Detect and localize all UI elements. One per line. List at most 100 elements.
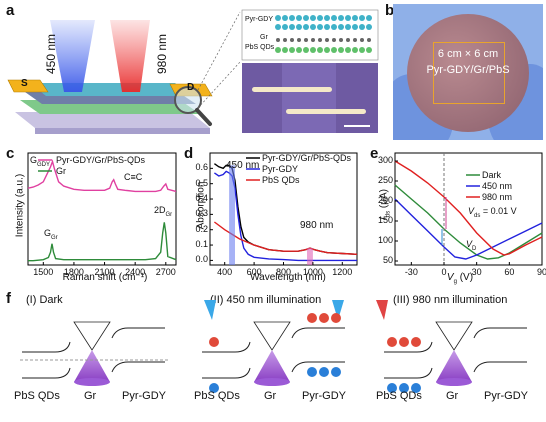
- xtick-label-d: 1200: [332, 267, 353, 277]
- graphene-atom: [339, 38, 343, 42]
- gdy-cb: [291, 327, 345, 339]
- label-pyrgdy: Pyr-GDY: [122, 390, 166, 402]
- gdy-atom: [303, 24, 309, 30]
- gdy-atom: [282, 15, 288, 21]
- dirac-cone-bottom: [254, 350, 290, 382]
- ytick-label-e: 100: [377, 235, 393, 245]
- gdy-atom: [282, 24, 288, 30]
- label-gr: Gr: [446, 390, 459, 402]
- pbs-atom: [289, 47, 295, 53]
- gdy-atom: [289, 24, 295, 30]
- panel-label-e: e: [370, 145, 379, 162]
- drain-label: D: [187, 82, 195, 93]
- gdy-atom: [310, 24, 316, 30]
- wafer-size-label: 6 cm × 6 cm: [437, 48, 499, 60]
- graphene-atom: [290, 38, 294, 42]
- hole-icon: [307, 367, 317, 377]
- absorption-chart: [209, 152, 358, 266]
- series-line-1: [28, 222, 177, 262]
- ytick-label-e: 200: [377, 195, 393, 205]
- gdy-atom: [317, 15, 323, 21]
- gdy-atom: [324, 15, 330, 21]
- band-450: [229, 165, 235, 265]
- electron-icon: [209, 337, 219, 347]
- electron-icon: [411, 337, 421, 347]
- pbs-atom: [303, 47, 309, 53]
- xtick-label-d: 600: [246, 267, 262, 277]
- blue-light-icon: [204, 300, 216, 320]
- graphene-atom: [276, 38, 280, 42]
- ytick-label-d: 0.2: [195, 223, 208, 234]
- gdy-atom: [275, 24, 281, 30]
- gdy-atom: [310, 15, 316, 21]
- hole-icon: [331, 367, 341, 377]
- xtick-label-e: -30: [404, 267, 418, 277]
- pbs-atom: [338, 47, 344, 53]
- device-micrograph: [242, 63, 378, 133]
- gdy-atom: [359, 15, 365, 21]
- xtick-label-c: 2400: [125, 267, 146, 277]
- pbs-atom: [296, 47, 302, 53]
- xtick-label-e: 90: [536, 267, 546, 277]
- graphene-atom: [325, 38, 329, 42]
- graphene-atom: [283, 38, 287, 42]
- xtick-label-e: 30: [471, 267, 482, 277]
- hole-icon: [209, 383, 219, 393]
- pbs-atom: [352, 47, 358, 53]
- layer-structure-inset: [241, 9, 379, 61]
- legend-e-1: 450 nm: [482, 181, 513, 191]
- label-gr: Gr: [84, 390, 97, 402]
- panel-label-d: d: [184, 145, 194, 162]
- ytick-label-e: 250: [377, 175, 393, 185]
- band-980: [307, 248, 313, 265]
- hole-icon: [319, 367, 329, 377]
- label-pyrgdy: Pyr-GDY: [302, 390, 346, 402]
- legend-c-1: Gr: [56, 166, 66, 176]
- title-dark: (I) Dark: [26, 294, 63, 306]
- gdy-atom: [275, 15, 281, 21]
- gdy-atom: [303, 15, 309, 21]
- band-diagrams: [20, 300, 527, 393]
- wafer-structure-label: Pyr-GDY/Gr/PbS: [426, 64, 510, 76]
- graphene-atom: [311, 38, 315, 42]
- gdy-atom: [345, 15, 351, 21]
- label-pbs: PbS QDs: [376, 390, 422, 402]
- annotation-450: 450 nm: [226, 160, 260, 171]
- gdy-vb: [111, 361, 165, 373]
- ytick-label-d: 0.0: [195, 254, 208, 265]
- gdy-vb: [291, 361, 345, 373]
- xtick-label-d: 800: [275, 267, 292, 277]
- pbs-atom: [366, 47, 372, 53]
- pbs-cb: [202, 341, 251, 353]
- graphene-atom: [297, 38, 301, 42]
- legend-c-0: Pyr-GDY/Gr/PbS-QDs: [56, 155, 146, 165]
- legend-d-2: PbS QDs: [262, 175, 300, 185]
- legend-d-1: Pyr-GDY: [262, 164, 298, 174]
- graphene-atom: [304, 38, 308, 42]
- graphene-atom: [353, 38, 357, 42]
- dirac-cone-top: [253, 321, 291, 351]
- gdy-atom: [352, 15, 358, 21]
- gdy-atom: [296, 24, 302, 30]
- wafer-photo: [393, 4, 543, 140]
- gdy-atom: [324, 24, 330, 30]
- legend-d-0: Pyr-GDY/Gr/PbS-QDs: [262, 153, 352, 163]
- panel-label-b: b: [385, 2, 395, 19]
- vd-annotation: VD: [466, 239, 477, 252]
- xtick-label-d: 1000: [302, 267, 323, 277]
- series-line-2: [394, 160, 543, 256]
- xlabel-c: Raman shift (cm⁻¹): [62, 272, 148, 283]
- ytick-label-d: 0.6: [195, 162, 208, 173]
- series-line-0: [27, 159, 177, 193]
- ytick-label-e: 300: [377, 155, 393, 165]
- panel-label-c: c: [6, 145, 15, 162]
- dirac-cone-bottom: [74, 350, 110, 382]
- annotation-g-gdy: GGDY: [30, 155, 51, 168]
- plot-frame: [394, 152, 543, 266]
- pbs-atom: [317, 47, 323, 53]
- annotation-cc: C≡C: [124, 172, 143, 182]
- xtick-label-c: 2700: [155, 267, 176, 277]
- gdy-atom: [331, 24, 337, 30]
- gdy-cb: [473, 327, 527, 339]
- gdy-atom: [366, 24, 372, 30]
